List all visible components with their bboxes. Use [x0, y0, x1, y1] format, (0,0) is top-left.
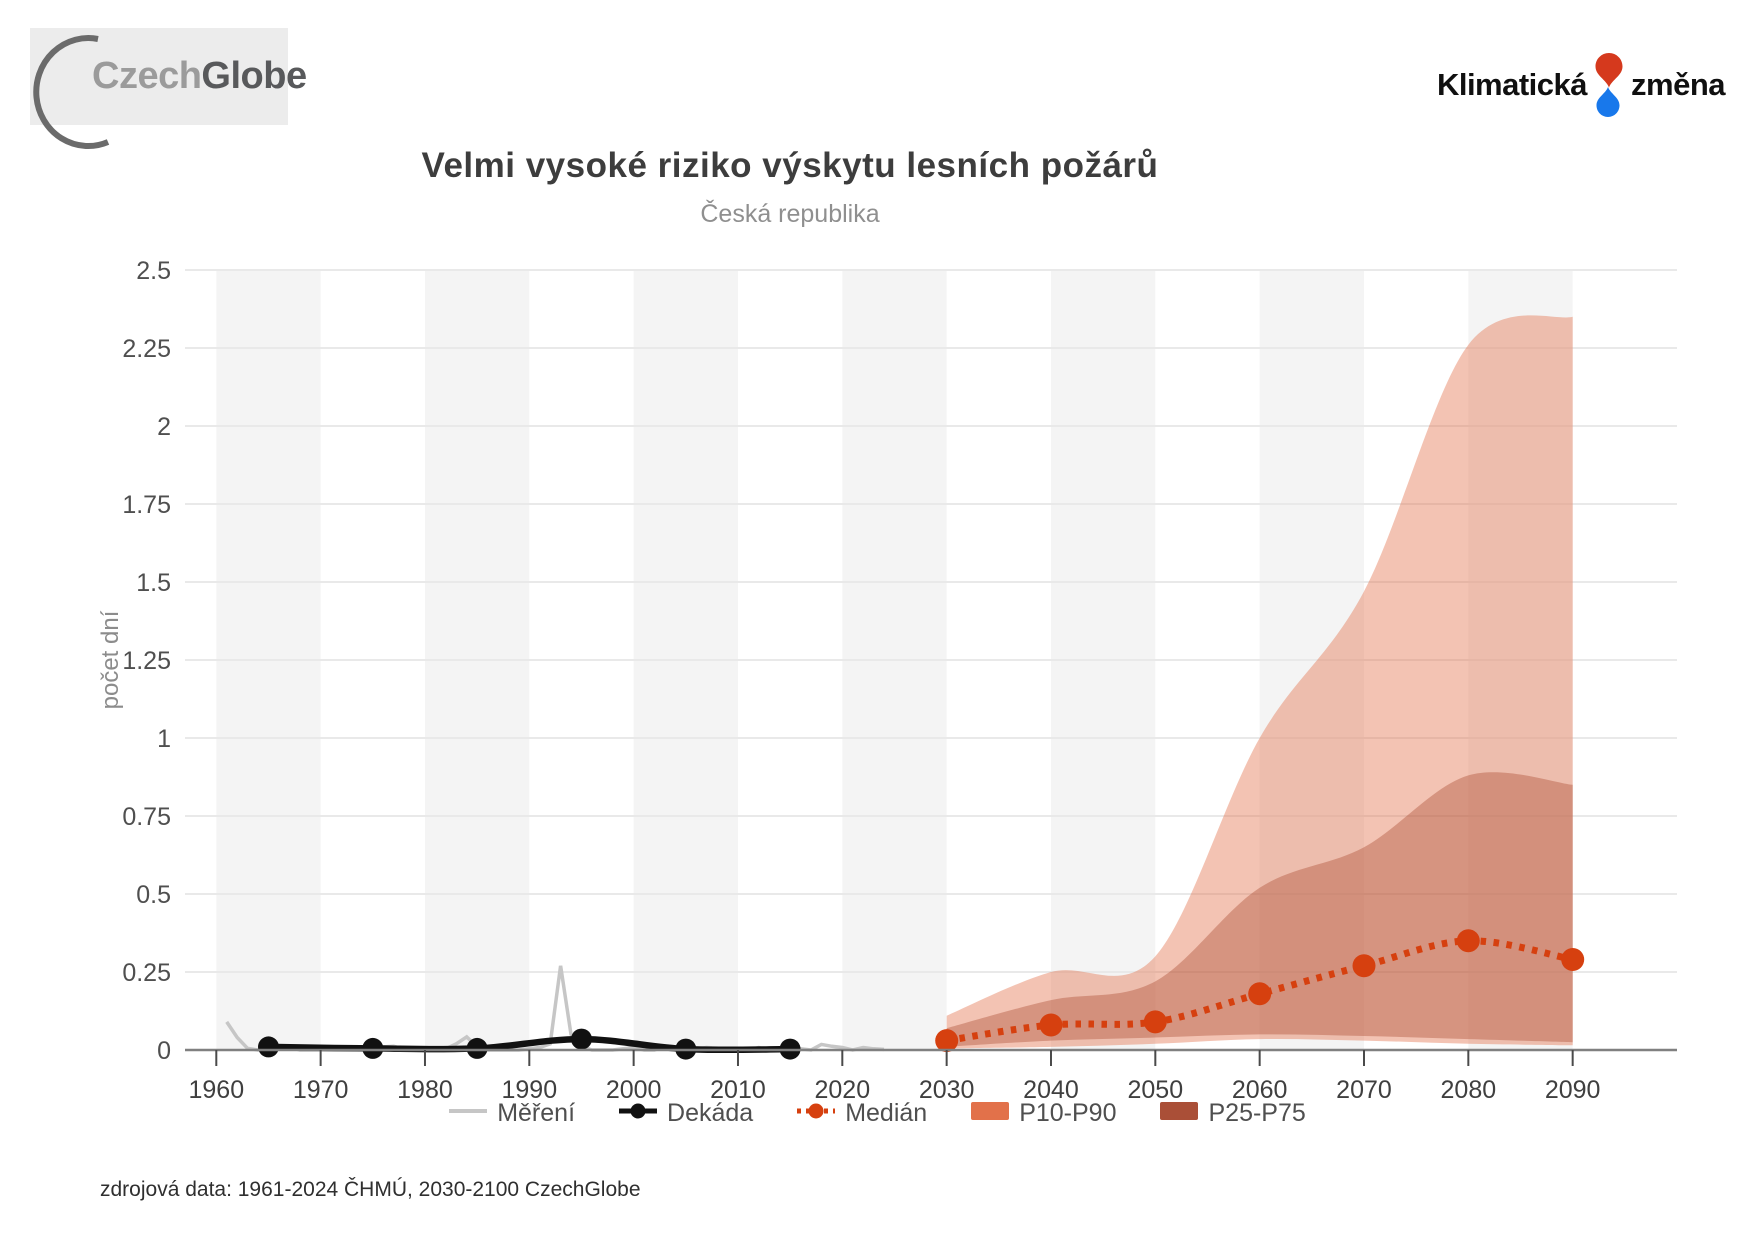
legend-item-dekada[interactable]: Dekáda: [617, 1098, 753, 1129]
mereni-line-swatch-icon: [447, 1098, 489, 1129]
czechglobe-wordmark: CzechGlobe: [92, 55, 307, 98]
source-note: zdrojová data: 1961-2024 ČHMÚ, 2030-2100…: [100, 1178, 641, 1201]
series-median-marker: [1456, 929, 1480, 953]
legend-item-median[interactable]: Medián: [795, 1098, 927, 1129]
page-subtitle: Česká republika: [700, 200, 880, 228]
series-dekada-marker: [466, 1037, 488, 1059]
legend-label: Dekáda: [667, 1099, 754, 1127]
x-tick-label: 2060: [1232, 1076, 1288, 1104]
klimaticka-zmena-logo: Klimatická změna: [1437, 52, 1725, 118]
y-axis-title: počet dní: [97, 610, 124, 709]
band-p10-p90: [946, 315, 1573, 1049]
legend-item-p25p75[interactable]: P25-P75: [1158, 1098, 1306, 1129]
series-median-marker: [935, 1029, 959, 1053]
p25-p75-band-swatch-icon: [1158, 1098, 1200, 1129]
legend-item-p10p90[interactable]: P10-P90: [969, 1098, 1116, 1129]
x-tick-label: 2010: [710, 1076, 766, 1104]
y-tick-label: 2.25: [122, 335, 171, 363]
x-tick-label: 1990: [501, 1076, 557, 1104]
band-p25-p75: [946, 772, 1573, 1047]
y-tick-label: 1.25: [122, 647, 171, 675]
legend-item-mereni[interactable]: Měření: [447, 1098, 575, 1129]
series-dekada-marker: [258, 1036, 279, 1058]
series-dekada-marker: [362, 1037, 384, 1059]
x-tick-label: 1980: [397, 1076, 453, 1104]
y-tick-label: 0.75: [122, 803, 171, 831]
x-tick-label: 1970: [293, 1076, 349, 1104]
series-median-marker: [1352, 954, 1376, 978]
series-median-marker: [1143, 1010, 1167, 1034]
y-tick-label: 2.5: [136, 257, 171, 285]
chart-plot-area: 1960 1970 1980 1990 2000 2010 2020 2030 2040 2050…: [0, 228, 1753, 1108]
x-tick-label: 2070: [1336, 1076, 1392, 1104]
x-tick-label: 2050: [1128, 1076, 1184, 1104]
median-dotted-swatch-icon: [795, 1098, 837, 1129]
y-tick-label: 1: [157, 725, 171, 753]
y-tick-label: 1.5: [136, 569, 171, 597]
page-title: Velmi vysoké riziko výskytu lesních požá…: [421, 146, 1159, 185]
series-median-marker: [1248, 982, 1272, 1006]
legend-label: Měření: [497, 1099, 576, 1127]
zmena-word: změna: [1631, 67, 1725, 102]
y-tick-label: 0: [157, 1037, 171, 1065]
x-tick-label: 2080: [1441, 1076, 1497, 1104]
y-tick-label: 0.25: [122, 959, 171, 987]
klimaticka-word: Klimatická: [1436, 67, 1588, 102]
p10-p90-band-swatch-icon: [969, 1098, 1011, 1129]
czechglobe-arc-icon: [33, 35, 110, 149]
legend-label: Medián: [845, 1099, 928, 1127]
chart-svg: 1960 1970 1980 1990 2000 2010 2020 2030 2040 2050…: [97, 257, 1677, 1104]
y-tick-label: 2: [157, 413, 171, 441]
czechglobe-word-globe: Globe: [201, 55, 307, 97]
x-tick-label: 2040: [1023, 1076, 1079, 1104]
klimaticka-drops-icon: [1595, 53, 1623, 117]
x-tick-label: 1960: [188, 1076, 244, 1104]
series-median-marker: [1561, 948, 1585, 971]
dekada-line-swatch-icon: [617, 1098, 659, 1129]
y-tick-label: 0.5: [136, 881, 171, 909]
legend-label: P25-P75: [1208, 1099, 1306, 1127]
series-median-marker: [1039, 1013, 1063, 1037]
x-tick-label: 2000: [606, 1076, 662, 1104]
x-tick-label: 2030: [919, 1076, 975, 1104]
x-tick-label: 2090: [1545, 1076, 1601, 1104]
czechglobe-word-czech: Czech: [92, 55, 202, 97]
x-tick-label: 2020: [815, 1076, 871, 1104]
legend-label: P10-P90: [1019, 1099, 1117, 1127]
czechglobe-logo: CzechGlobe: [30, 28, 307, 149]
y-tick-label: 1.75: [122, 491, 171, 519]
series-dekada-marker: [571, 1028, 592, 1050]
chart-legend: Měření Dekáda Medián P10-P90 P25-P75: [0, 1098, 1753, 1129]
